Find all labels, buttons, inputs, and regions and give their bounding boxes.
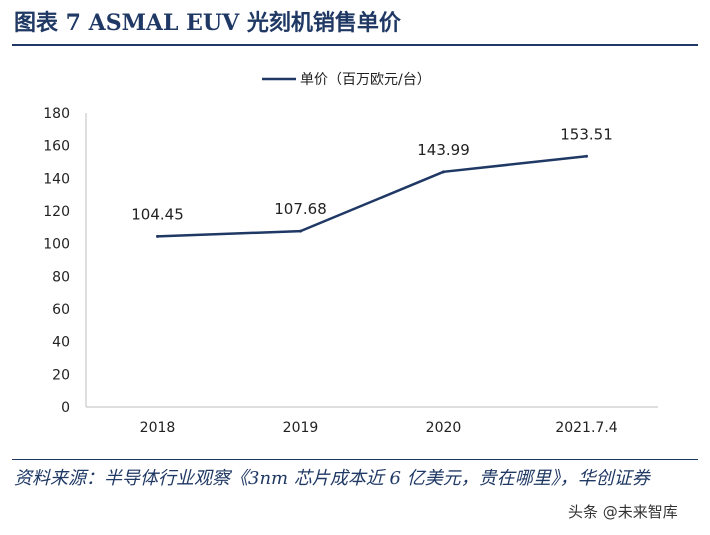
- y-tick-label: 0: [61, 400, 70, 416]
- data-point: [585, 154, 588, 158]
- data-label: 104.45: [131, 205, 184, 223]
- x-tick-label: 2019: [283, 420, 319, 436]
- data-point: [299, 229, 302, 233]
- y-tick-label: 80: [52, 269, 70, 285]
- data-point: [156, 234, 159, 238]
- y-tick-label: 140: [43, 171, 70, 187]
- x-tick-labels: 2018 2019 2020 2021.7.4: [140, 420, 618, 436]
- y-tick-label: 180: [43, 106, 70, 122]
- y-tick-label: 60: [52, 302, 70, 318]
- series-line: [157, 155, 587, 238]
- data-labels: 104.45 107.68 143.99 153.51: [131, 125, 613, 223]
- x-tick-label: 2018: [140, 420, 176, 436]
- series-group: [156, 154, 588, 238]
- watermark: 头条 @未来智库: [568, 503, 678, 521]
- source-divider: [12, 459, 698, 460]
- x-tick-label: 2021.7.4: [555, 420, 617, 436]
- data-point: [442, 170, 445, 174]
- figure-title: 图表 7 ASMAL EUV 光刻机销售单价: [14, 10, 401, 36]
- line-chart: 单价（百万欧元/台） 0 20 40 60 80 100 120 140 160 180 2018…: [43, 72, 658, 436]
- source-note: 资料来源：半导体行业观察《3nm 芯片成本近 6 亿美元，贵在哪里》，华创证券: [14, 468, 650, 489]
- y-tick-label: 160: [43, 139, 70, 155]
- data-label: 153.51: [560, 125, 613, 143]
- legend-label: 单价（百万欧元/台）: [300, 72, 431, 88]
- y-tick-label: 40: [52, 335, 70, 351]
- data-label: 107.68: [274, 200, 327, 218]
- title-divider: [12, 44, 698, 46]
- y-tick-label: 120: [43, 204, 70, 220]
- chart-legend: 单价（百万欧元/台）: [262, 72, 431, 88]
- y-tick-label: 20: [52, 367, 70, 383]
- y-tick-labels: 0 20 40 60 80 100 120 140 160 180: [43, 106, 70, 416]
- data-label: 143.99: [417, 141, 470, 159]
- x-tick-label: 2020: [426, 420, 462, 436]
- y-tick-label: 100: [43, 237, 70, 253]
